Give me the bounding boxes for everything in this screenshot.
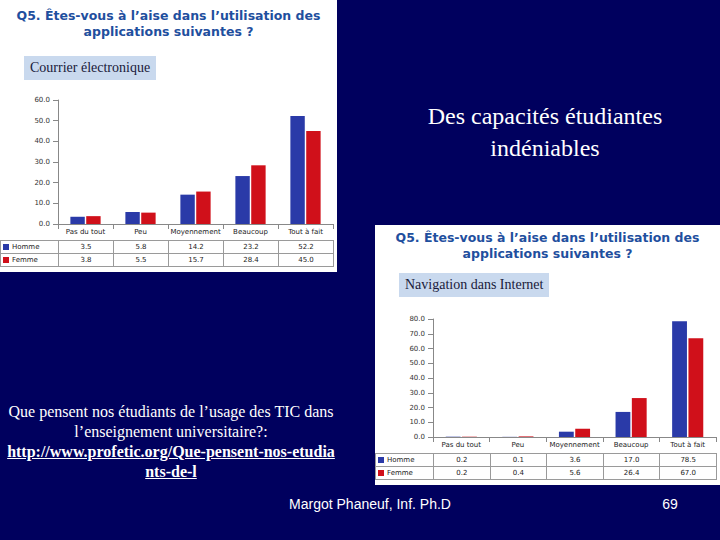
html-text:14.2: 14.2 <box>188 243 204 251</box>
html-text:Homme: Homme <box>12 243 40 251</box>
html-text:Femme: Femme <box>12 256 38 264</box>
svg-text:80.0: 80.0 <box>409 315 425 323</box>
html-text:Homme: Homme <box>387 456 415 464</box>
html-text:Femme: Femme <box>387 469 413 477</box>
html-text:0.4: 0.4 <box>512 469 524 477</box>
svg-text:Pas du tout: Pas du tout <box>66 228 106 236</box>
svg-text:10.0: 10.0 <box>34 199 50 207</box>
svg-text:Moyennement: Moyennement <box>549 441 600 449</box>
html-text:Margot Phaneuf, Inf. Ph.D: Margot Phaneuf, Inf. Ph.D <box>289 496 451 512</box>
html-text:5.5: 5.5 <box>135 256 147 264</box>
html-text:http://www.profetic.org/Que-pe: http://www.profetic.org/Que-pensent-nos-… <box>7 443 335 480</box>
html-text:28.4: 28.4 <box>243 256 259 264</box>
svg-text:40.0: 40.0 <box>409 374 425 382</box>
html-text:3.5: 3.5 <box>80 243 92 251</box>
html-text:0.2: 0.2 <box>456 469 468 477</box>
html-text:3.6: 3.6 <box>569 456 581 464</box>
svg-text:30.0: 30.0 <box>34 158 50 166</box>
html-text:52.2: 52.2 <box>298 243 314 251</box>
svg-text:10.0: 10.0 <box>409 418 425 426</box>
svg-text:40.0: 40.0 <box>34 137 50 145</box>
svg-text:Peu: Peu <box>134 228 147 236</box>
svg-text:Tout à fait: Tout à fait <box>669 441 705 449</box>
html-text:Courrier électronique: Courrier électronique <box>30 60 151 75</box>
svg-text:60.0: 60.0 <box>409 345 425 353</box>
svg-text:Beaucoup: Beaucoup <box>233 228 268 236</box>
svg-text:50.0: 50.0 <box>34 117 50 125</box>
html-text:Des capacités étudiantes indén: Des capacités étudiantes indéniables <box>427 103 663 161</box>
html-text:0.1: 0.1 <box>512 456 524 464</box>
html-text:0.2: 0.2 <box>456 456 468 464</box>
svg-text:Beaucoup: Beaucoup <box>614 441 649 449</box>
html-text:78.5: 78.5 <box>680 456 696 464</box>
svg-text:30.0: 30.0 <box>409 389 425 397</box>
svg-text:20.0: 20.0 <box>34 179 50 187</box>
html-text:67.0: 67.0 <box>680 469 696 477</box>
svg-text:50.0: 50.0 <box>409 359 425 367</box>
svg-text:Tout à fait: Tout à fait <box>287 228 323 236</box>
html-text:17.0: 17.0 <box>623 456 640 464</box>
html-text:15.7: 15.7 <box>188 256 204 264</box>
html-text:69: 69 <box>662 496 678 512</box>
html-text:5.6: 5.6 <box>569 469 581 477</box>
html-text:45.0: 45.0 <box>298 256 314 264</box>
svg-text:0.0: 0.0 <box>39 220 50 228</box>
html-text:26.4: 26.4 <box>623 469 640 477</box>
html-text:Q5. Êtes-vous à l’aise dans l’: Q5. Êtes-vous à l’aise dans l’utilisatio… <box>16 8 321 39</box>
html-text:5.8: 5.8 <box>135 243 147 251</box>
html-text:3.8: 3.8 <box>80 256 92 264</box>
svg-text:20.0: 20.0 <box>409 404 425 412</box>
svg-text:60.0: 60.0 <box>34 96 50 104</box>
html-text:Navigation dans Internet: Navigation dans Internet <box>405 277 544 292</box>
html-text:23.2: 23.2 <box>243 243 259 251</box>
html-text:Que pensent nos étudiants de l: Que pensent nos étudiants de l’usage des… <box>8 403 334 440</box>
svg-text:Peu: Peu <box>512 441 525 449</box>
svg-text:Moyennement: Moyennement <box>170 228 221 236</box>
html-text:Q5. Êtes-vous à l’aise dans l’: Q5. Êtes-vous à l’aise dans l’utilisatio… <box>395 230 700 261</box>
svg-text:Pas du tout: Pas du tout <box>442 441 482 449</box>
svg-text:0.0: 0.0 <box>414 433 425 441</box>
svg-text:70.0: 70.0 <box>409 330 425 338</box>
